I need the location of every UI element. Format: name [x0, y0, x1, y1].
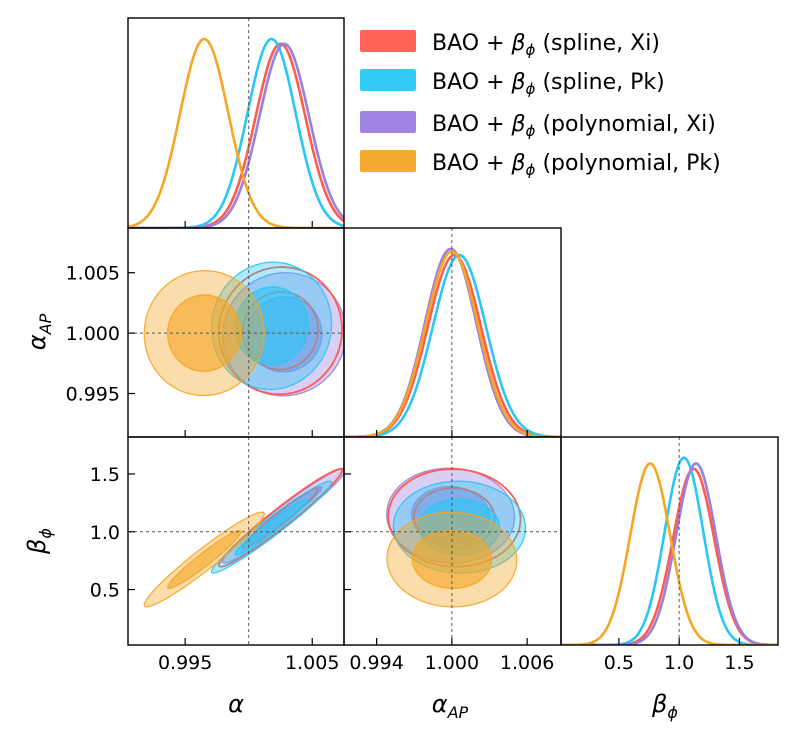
pdf-curve-spline-xi	[561, 467, 778, 645]
legend-entry-poly-xi: BAO + βϕ (polynomial, Xi)	[360, 111, 716, 140]
x-label-beta-phi: βϕ	[651, 690, 678, 722]
tick-labels: 0.995 1.005 0.994 1.000 1.006 0.5 1.0 1.5 0.995 1…	[66, 263, 755, 674]
pdf-curve-poly-pk	[344, 250, 561, 437]
panel-frame	[560, 436, 779, 646]
contour-1sigma-spline-pk	[234, 498, 309, 556]
panel-1d-alpha-ap	[344, 228, 561, 437]
y-label-beta-phi: βϕ	[23, 528, 55, 555]
y-tick-label-alpha-ap: 1.000	[66, 323, 120, 345]
x-tick-label-alpha-ap: 1.006	[500, 652, 554, 674]
y-label-alpha-ap: αAP	[23, 313, 55, 350]
legend-swatch-poly-xi	[360, 111, 416, 133]
frames-layer	[127, 17, 779, 646]
contour-1sigma-spline-pk	[234, 286, 309, 366]
pdf-curve-spline-xi	[128, 42, 344, 228]
x-tick-label-alpha-ap: 1.000	[425, 652, 479, 674]
contour-1sigma-poly-pk	[166, 529, 242, 590]
y-tick-label-beta-phi: 1.0	[90, 522, 120, 544]
contour-1sigma-poly-pk	[166, 294, 242, 372]
pdf-curve-poly-xi	[561, 462, 778, 645]
pdf-curve-poly-xi	[128, 42, 344, 228]
y-tick-label-alpha-ap: 0.995	[66, 384, 120, 406]
panel-2d-beta-phi-vs-alpha-ap	[344, 437, 561, 645]
legend-swatch-poly-pk	[360, 150, 416, 172]
x-tick-label-alpha: 0.995	[158, 652, 212, 674]
y-tick-label-beta-phi: 0.5	[90, 580, 120, 602]
legend-swatch-spline-xi	[360, 30, 416, 52]
y-tick-label-beta-phi: 1.5	[90, 464, 120, 486]
legend-entry-spline-pk: BAO + βϕ (spline, Pk)	[360, 69, 665, 98]
legend-label-poly-pk: BAO + βϕ (polynomial, Pk)	[432, 151, 721, 179]
contour-2sigma-spline-xi	[217, 266, 343, 396]
panels-layer	[128, 18, 778, 645]
legend-entry-spline-xi: BAO + βϕ (spline, Xi)	[360, 30, 660, 59]
panel-1d-alpha	[128, 18, 344, 228]
x-tick-label-beta-phi: 1.5	[724, 652, 754, 674]
x-tick-label-beta-phi: 1.0	[664, 652, 694, 674]
legend-label-poly-xi: BAO + βϕ (polynomial, Xi)	[432, 112, 716, 140]
pdf-curve-spline-xi	[344, 253, 561, 437]
legend-swatch-spline-pk	[360, 69, 416, 91]
y-tick-label-alpha-ap: 1.005	[66, 263, 120, 285]
panel-2d-beta-phi-vs-alpha	[128, 437, 344, 645]
legend-label-spline-pk: BAO + βϕ (spline, Pk)	[432, 70, 665, 98]
x-tick-label-alpha: 1.005	[285, 652, 339, 674]
x-tick-label-alpha-ap: 0.994	[349, 652, 403, 674]
legend-label-spline-xi: BAO + βϕ (spline, Xi)	[432, 31, 660, 59]
x-label-alpha: α	[228, 690, 244, 718]
panel-1d-beta-phi	[561, 437, 778, 645]
x-label-alpha-ap: αAP	[432, 690, 469, 722]
pdf-curve-poly-pk	[561, 462, 778, 645]
legend: BAO + βϕ (spline, Xi) BAO + βϕ (spline, …	[360, 30, 721, 179]
x-tick-label-beta-phi: 0.5	[604, 652, 634, 674]
pdf-curve-spline-pk	[344, 253, 561, 437]
panel-2d-alpha-ap-vs-alpha	[128, 228, 344, 437]
axis-labels: α αAP βϕ αAP βϕ	[23, 313, 678, 722]
legend-entry-poly-pk: BAO + βϕ (polynomial, Pk)	[360, 150, 721, 179]
pdf-curve-poly-xi	[344, 247, 561, 437]
